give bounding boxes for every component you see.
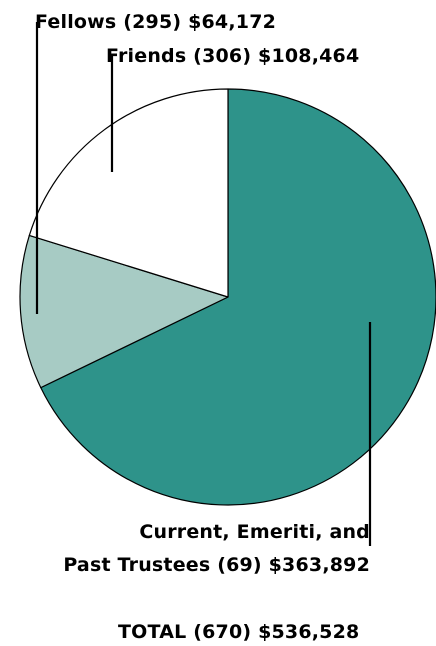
slice-label-friends: Friends (306) $108,464 [106, 44, 359, 68]
slice-label-trustees: Current, Emeriti, and Past Trustees (69)… [63, 520, 370, 577]
total-text: TOTAL (670) $536,528 [118, 621, 360, 643]
slice-label-fellows: Fellows (295) $64,172 [35, 10, 276, 34]
slice-label-friends-line1: Friends (306) $108,464 [106, 45, 360, 67]
slice-label-trustees-line2: Past Trustees (69) $363,892 [63, 554, 370, 576]
chart-total-label: TOTAL (670) $536,528 [118, 620, 359, 644]
pie-slices [19, 88, 436, 506]
pie-slice-trustees [40, 88, 436, 506]
slice-label-fellows-line1: Fellows (295) $64,172 [35, 11, 277, 33]
leader-lines [35, 22, 372, 546]
slice-label-trustees-line1: Current, Emeriti, and [139, 521, 370, 543]
pie-slice-fellows [19, 234, 229, 389]
pie-slice-friends [28, 88, 229, 298]
